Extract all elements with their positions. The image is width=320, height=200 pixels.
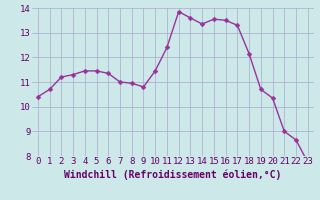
X-axis label: Windchill (Refroidissement éolien,°C): Windchill (Refroidissement éolien,°C) bbox=[64, 169, 282, 180]
